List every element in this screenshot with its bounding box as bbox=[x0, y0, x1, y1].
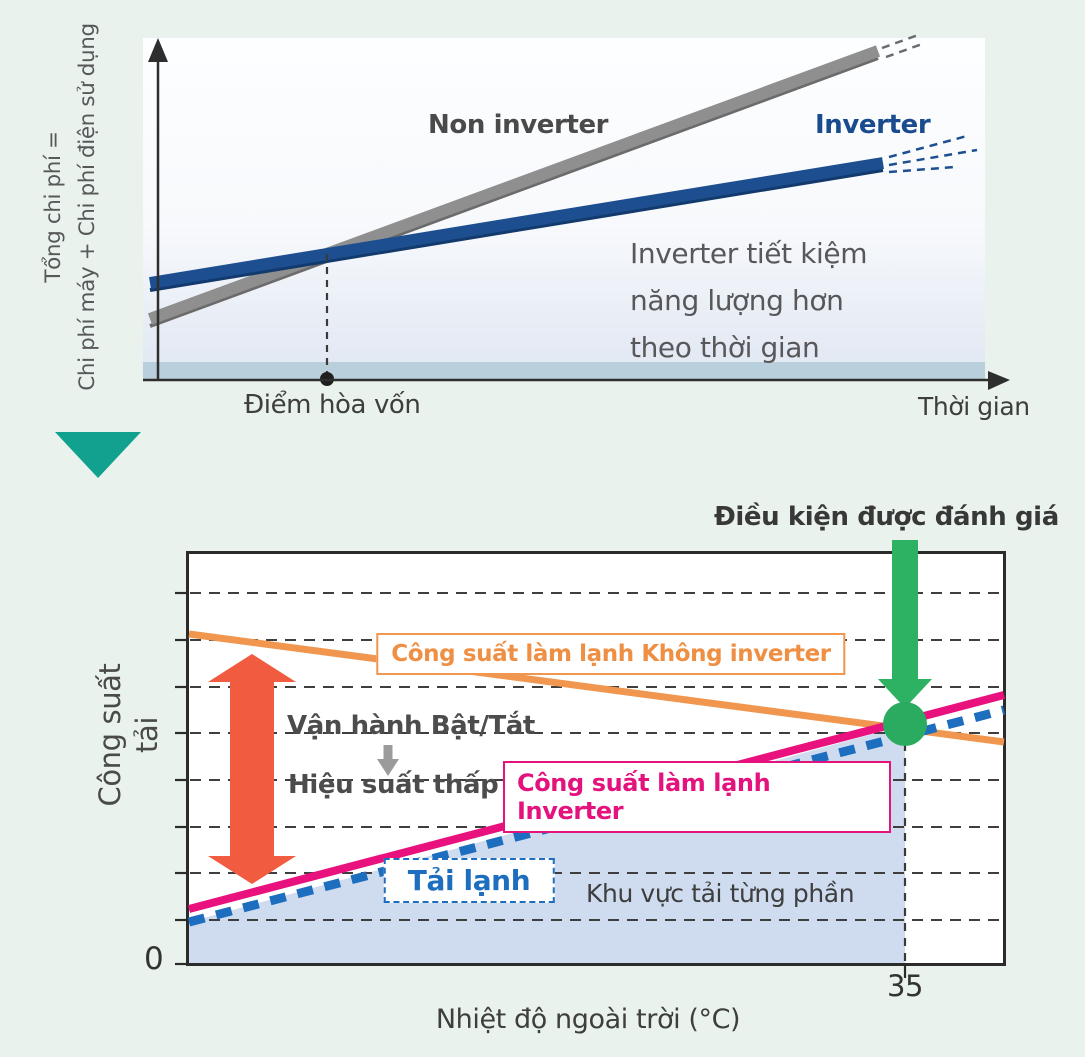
top-x-axis-arrow-icon bbox=[988, 371, 1010, 390]
inverter-line bbox=[149, 157, 884, 289]
partial-load-area-label: Khu vực tải từng phần bbox=[586, 879, 855, 908]
non-inverter-capacity-line bbox=[188, 630, 1005, 746]
inverter-line-dashes bbox=[888, 134, 978, 174]
top-chart-floor-band bbox=[143, 362, 985, 380]
x-tick-35-label: 35 bbox=[886, 969, 924, 1003]
non-inverter-line bbox=[147, 45, 881, 325]
onoff-range-double-arrow-icon bbox=[208, 654, 296, 884]
inverter-capacity-label-box: Công suất làm lạnh Inverter bbox=[503, 761, 891, 833]
rated-condition-label: Điều kiện được đánh giá bbox=[714, 502, 1059, 532]
top-y-axis-arrow-icon bbox=[148, 38, 168, 62]
onoff-operation-label: Vận hành Bật/Tắt bbox=[287, 711, 535, 741]
inverter-savings-note: Inverter tiết kiệm năng lượng hơn theo t… bbox=[630, 237, 868, 364]
inverter-line-edge bbox=[149, 168, 884, 292]
non-inverter-capacity-label-box: Công suất làm lạnh Không inverter bbox=[376, 633, 846, 675]
teal-down-triangle-icon bbox=[55, 432, 141, 478]
non-inverter-line-dashes bbox=[881, 33, 923, 59]
top-y-axis-label: Tổng chi phí = Chi phí máy + Chi phí điệ… bbox=[41, 23, 100, 391]
rated-condition-dot bbox=[883, 702, 927, 746]
inverter-series-label: Inverter bbox=[815, 110, 931, 140]
bottom-x-axis-label: Nhiệt độ ngoài trời (°C) bbox=[435, 1004, 741, 1035]
non-inverter-series-label: Non inverter bbox=[428, 110, 609, 140]
top-chart-panel bbox=[143, 38, 985, 380]
low-efficiency-label: Hiệu suất thấp bbox=[288, 770, 499, 800]
cooling-load-label-box: Tải lạnh bbox=[383, 858, 555, 903]
non-inverter-line-edge bbox=[149, 56, 879, 328]
breakeven-label: Điểm hòa vốn bbox=[244, 390, 421, 420]
y-origin-tick-label: 0 bbox=[144, 941, 164, 977]
top-x-axis-label: Thời gian bbox=[918, 392, 1030, 421]
bottom-y-axis-label: Công suất tải bbox=[93, 663, 164, 807]
low-efficiency-arrow-icon bbox=[377, 745, 399, 776]
rated-condition-arrow-icon bbox=[878, 540, 932, 708]
bottom-y-ticks bbox=[175, 591, 187, 966]
